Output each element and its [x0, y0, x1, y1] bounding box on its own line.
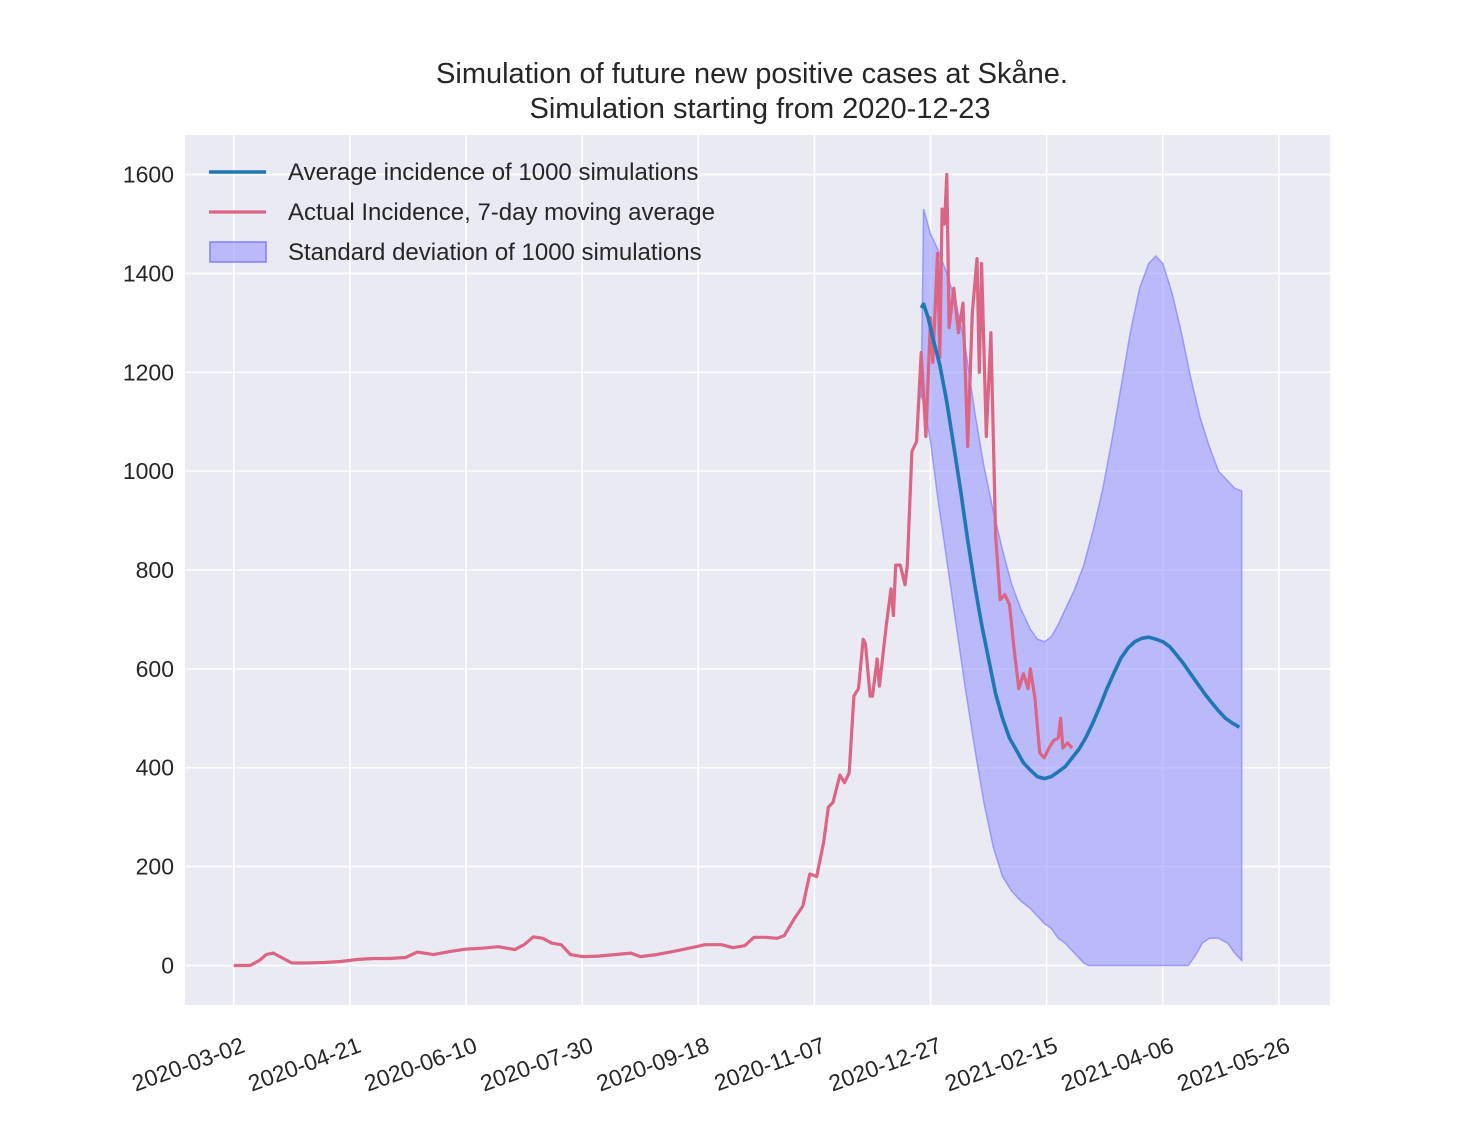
legend-label-band: Standard deviation of 1000 simulations	[288, 239, 702, 266]
actual-incidence-line	[233, 172, 1074, 968]
legend-label-actual: Actual Incidence, 7-day moving average	[288, 199, 715, 226]
legend-label-average: Average incidence of 1000 simulations	[288, 159, 698, 186]
x-tick-label: 2021-04-06	[1058, 1032, 1177, 1097]
std-band	[920, 208, 1243, 967]
y-tick-label: 400	[136, 755, 174, 781]
y-tick-label: 1200	[123, 359, 174, 385]
x-tick-labels: 2020-03-022020-04-212020-06-102020-07-30…	[129, 1032, 1294, 1097]
y-tick-label: 800	[136, 557, 174, 583]
y-tick-label: 200	[136, 854, 174, 880]
y-tick-label: 0	[161, 952, 174, 978]
x-tick-label: 2021-02-15	[941, 1032, 1060, 1097]
x-tick-label: 2020-07-30	[477, 1032, 596, 1097]
y-tick-label: 1400	[123, 260, 174, 286]
x-tick-label: 2020-09-18	[593, 1032, 712, 1097]
y-tick-labels: 0 200 400 600 800 1000 1200 1400 1600	[123, 162, 174, 979]
y-tick-label: 1600	[123, 162, 174, 188]
average-incidence-line	[919, 302, 1241, 781]
x-tick-label: 2020-12-27	[825, 1032, 944, 1097]
x-tick-label: 2020-11-07	[711, 1032, 829, 1096]
x-tick-label: 2020-04-21	[245, 1032, 364, 1097]
legend: Average incidence of 1000 simulations Ac…	[209, 159, 715, 266]
x-tick-label: 2020-06-10	[361, 1032, 480, 1097]
y-tick-label: 1000	[123, 458, 174, 484]
chart-title-line1: Simulation of future new positive cases …	[436, 58, 1068, 90]
y-tick-label: 600	[136, 656, 174, 682]
legend-swatch-band	[209, 241, 267, 263]
x-tick-label: 2021-05-26	[1174, 1032, 1293, 1097]
chart-title-line2: Simulation starting from 2020-12-23	[529, 93, 990, 125]
x-tick-label: 2020-03-02	[129, 1032, 248, 1097]
grid-lines	[185, 135, 1330, 1005]
